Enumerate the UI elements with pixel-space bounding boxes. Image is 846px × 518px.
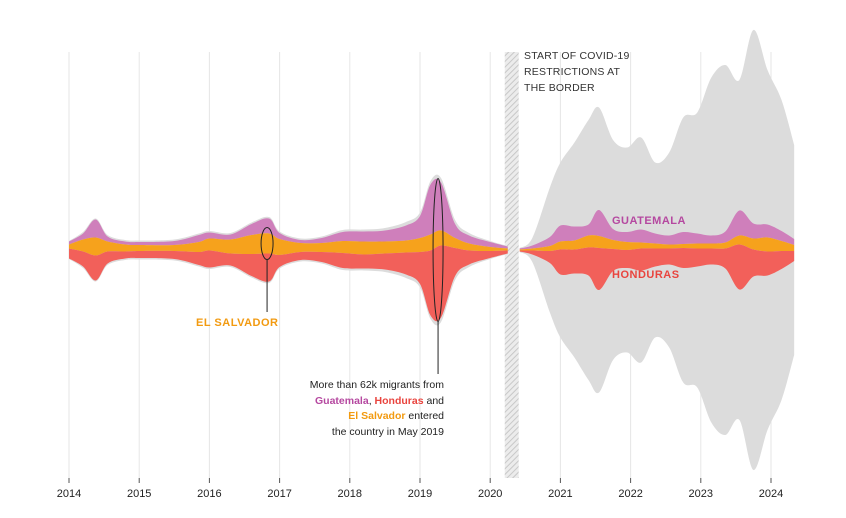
el-salvador-area-post xyxy=(519,235,795,252)
tick-label-2014: 2014 xyxy=(57,488,81,500)
tick-label-2018: 2018 xyxy=(338,488,362,500)
covid-restrictions-band xyxy=(504,52,519,478)
tick-label-2020: 2020 xyxy=(478,488,502,500)
may-2019-annotation: More than 62k migrants from Guatemala, H… xyxy=(278,378,444,440)
tick-label-2021: 2021 xyxy=(548,488,572,500)
honduras-area-pre xyxy=(69,245,508,322)
annotation-markers xyxy=(260,178,444,374)
separator-text: , xyxy=(368,394,375,407)
tick-label-2016: 2016 xyxy=(197,488,221,500)
may-note-line: Guatemala, Honduras and xyxy=(278,394,444,410)
covid-note-line: THE BORDER xyxy=(524,82,595,94)
tick-label-2022: 2022 xyxy=(618,488,642,500)
may-note-line: El Salvador entered xyxy=(278,409,444,425)
covid-annotation: START OF COVID-19 RESTRICTIONS AT THE BO… xyxy=(524,48,630,96)
tick-label-2019: 2019 xyxy=(408,488,432,500)
highlight-guatemala: Guatemala xyxy=(315,394,369,407)
tick-label-2024: 2024 xyxy=(759,488,783,500)
tick-label-2017: 2017 xyxy=(267,488,291,500)
covid-note-line: RESTRICTIONS AT xyxy=(524,66,621,78)
el-salvador-area-pre xyxy=(69,230,508,256)
covid-note-line: START OF COVID-19 xyxy=(524,50,630,62)
honduras-area-post xyxy=(519,244,795,291)
entered-text: entered xyxy=(405,410,444,422)
series-label-el-salvador: EL SALVADOR xyxy=(196,317,279,329)
may-note-line: More than 62k migrants from xyxy=(309,379,444,391)
may-note-line: the country in May 2019 xyxy=(331,425,444,438)
guatemala-area-pre xyxy=(69,178,508,249)
stream-areas xyxy=(69,29,795,471)
tick-label-2023: 2023 xyxy=(689,488,713,500)
series-label-honduras: HONDURAS xyxy=(612,269,680,281)
highlight-honduras: Honduras xyxy=(374,394,424,407)
series-label-guatemala: GUATEMALA xyxy=(612,215,686,227)
tick-label-2015: 2015 xyxy=(127,488,151,500)
and-text: and xyxy=(423,394,444,407)
guatemala-area-post xyxy=(519,209,795,250)
x-axis-ticks: 2014 2015 2016 2017 2018 2019 2020 2021 2022 2023… xyxy=(57,478,783,500)
highlight-el-salvador: El Salvador xyxy=(348,410,406,422)
